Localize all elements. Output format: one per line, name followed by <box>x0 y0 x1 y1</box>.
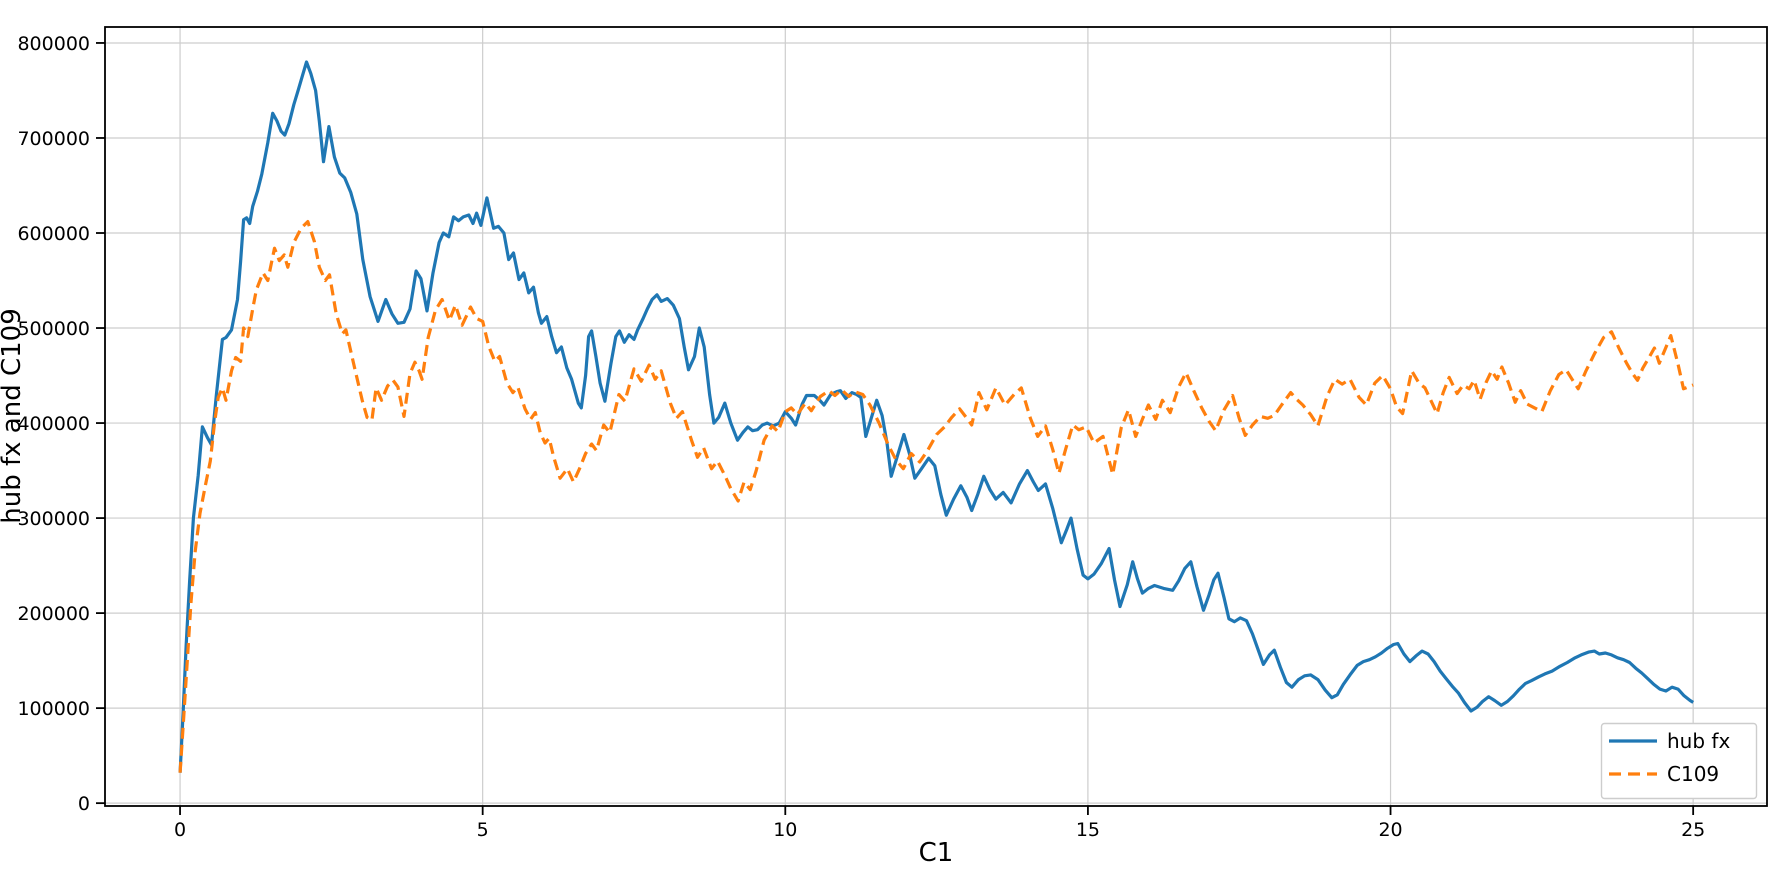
y-tick-label: 500000 <box>17 318 90 340</box>
grid-lines <box>105 27 1767 806</box>
x-axis-label: C1 <box>919 838 954 868</box>
y-tick-label: 800000 <box>17 33 90 55</box>
axes-frame <box>104 26 1768 807</box>
y-axis-label: hub fx and C109 <box>0 308 27 524</box>
y-tick-label: 100000 <box>17 698 90 720</box>
axis-ticks <box>96 42 1695 815</box>
x-tick-labels: 0 5 10 15 20 25 <box>174 819 1705 841</box>
x-tick-label: 10 <box>773 819 797 841</box>
x-tick-label: 0 <box>174 819 186 841</box>
y-tick-label: 700000 <box>17 128 90 150</box>
y-tick-labels: 0 100000 200000 300000 400000 500000 600000 700… <box>17 33 90 815</box>
legend: hub fx C109 <box>1600 722 1758 800</box>
y-tick-label: 200000 <box>17 603 90 625</box>
c109-line <box>178 220 1694 773</box>
x-tick-label: 15 <box>1076 819 1100 841</box>
y-tick-label: 0 <box>78 793 90 815</box>
y-tick-label: 600000 <box>17 223 90 245</box>
x-tick-label: 25 <box>1681 819 1705 841</box>
hub-fx-line <box>178 60 1695 773</box>
y-tick-label: 300000 <box>17 508 90 530</box>
y-tick-label: 400000 <box>17 413 90 435</box>
x-tick-label: 5 <box>477 819 489 841</box>
legend-hub-fx-label: hub fx <box>1667 729 1730 753</box>
legend-c109-label: C109 <box>1667 762 1719 786</box>
x-tick-label: 20 <box>1378 819 1402 841</box>
